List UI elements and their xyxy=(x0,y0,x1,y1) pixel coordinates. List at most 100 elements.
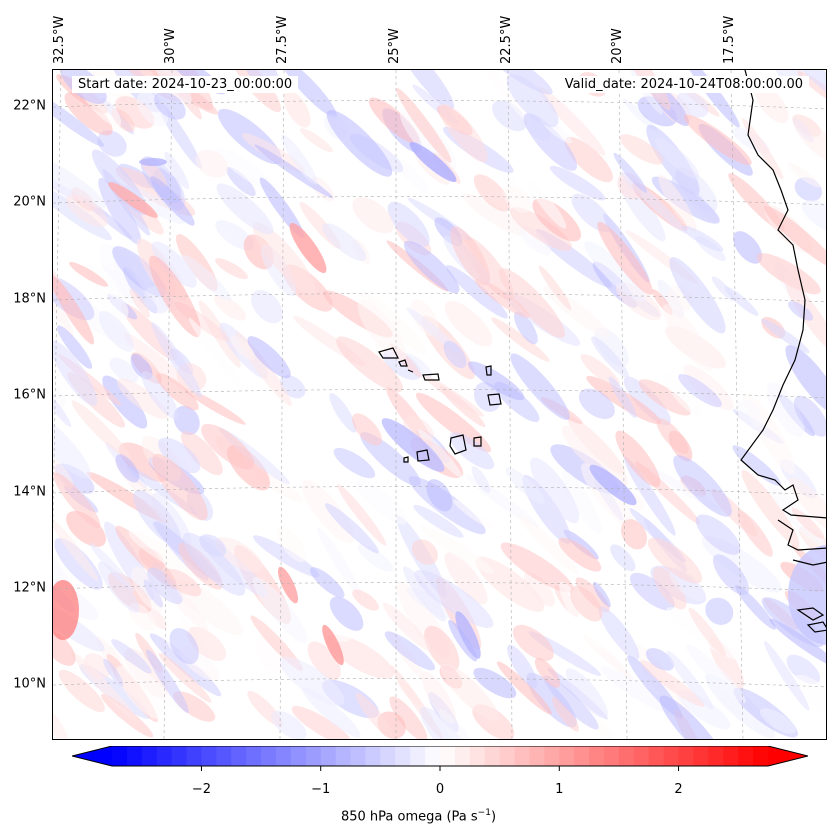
omega-cell xyxy=(736,399,763,428)
omega-cell xyxy=(792,114,826,162)
omega-cell xyxy=(414,569,494,629)
omega-cell xyxy=(53,286,74,337)
omega-cell xyxy=(213,295,247,321)
colorbar-tick-label: 1 xyxy=(555,782,564,797)
omega-cell xyxy=(733,231,763,264)
cape-verde-sao-vicente xyxy=(398,359,408,367)
omega-cell xyxy=(360,432,421,487)
omega-cell xyxy=(666,650,714,710)
omega-cell xyxy=(594,327,629,367)
omega-cell xyxy=(760,318,810,354)
coastline-guinea xyxy=(792,559,826,566)
omega-cell xyxy=(415,392,492,453)
omega-cell xyxy=(561,425,629,487)
omega-cell xyxy=(449,432,495,470)
omega-cell xyxy=(333,447,376,479)
lat-gridline xyxy=(53,100,826,110)
omega-cell xyxy=(409,141,457,183)
lon-gridline xyxy=(279,70,285,739)
omega-cell xyxy=(695,514,741,555)
colorbar-segment xyxy=(395,746,411,766)
omega-cell xyxy=(283,90,311,128)
omega-cell xyxy=(329,596,364,631)
omega-cell xyxy=(158,653,212,703)
omega-cell xyxy=(788,477,826,537)
omega-cell xyxy=(156,373,199,411)
omega-cell xyxy=(252,576,308,643)
omega-cell xyxy=(673,455,732,517)
omega-cell xyxy=(669,256,726,334)
omega-cell xyxy=(357,299,407,362)
colorbar-segment xyxy=(171,746,188,766)
colorbar-segment xyxy=(723,746,739,766)
omega-cell xyxy=(216,183,274,235)
omega-cell xyxy=(65,194,108,227)
omega-cell xyxy=(201,423,255,470)
omega-cell xyxy=(352,589,379,611)
omega-cell xyxy=(741,469,800,548)
omega-cell xyxy=(188,317,246,392)
omega-cell xyxy=(445,264,508,319)
omega-cell xyxy=(411,539,438,565)
omega-cell xyxy=(615,430,661,488)
omega-cell xyxy=(724,286,759,317)
omega-cell xyxy=(629,572,675,611)
omega-cell xyxy=(797,70,826,110)
omega-cell xyxy=(597,221,653,295)
omega-cell xyxy=(444,552,488,605)
omega-cell xyxy=(543,675,599,730)
omega-cell xyxy=(640,660,705,707)
omega-cell xyxy=(230,335,256,361)
omega-cell xyxy=(638,379,691,416)
cape-verde-boa-vista xyxy=(487,393,502,406)
omega-cell xyxy=(215,536,263,573)
colorbar-tick-label: −1 xyxy=(311,782,331,797)
omega-cell xyxy=(620,171,688,234)
lon-label: 22.5°W xyxy=(499,15,514,64)
omega-cell xyxy=(403,240,460,294)
lon-gridline xyxy=(730,70,744,739)
omega-cell xyxy=(102,375,148,429)
omega-cell xyxy=(399,70,455,110)
omega-cell xyxy=(763,640,810,711)
omega-cell xyxy=(301,479,355,544)
omega-cell xyxy=(280,656,345,706)
omega-cell xyxy=(64,92,113,136)
omega-cell xyxy=(421,671,456,724)
omega-cell xyxy=(89,542,135,592)
omega-cell xyxy=(281,70,337,118)
omega-cell xyxy=(382,602,431,651)
lon-label: 20°W xyxy=(610,28,625,64)
omega-cell xyxy=(467,361,525,401)
omega-cell xyxy=(512,624,554,661)
omega-cell xyxy=(569,585,603,622)
omega-cell xyxy=(181,254,232,302)
omega-cell xyxy=(241,133,306,174)
map-panel[interactable] xyxy=(52,69,827,740)
omega-cell xyxy=(785,344,826,415)
colorbar xyxy=(72,746,808,771)
colorbar-segment xyxy=(156,746,173,766)
omega-cell xyxy=(326,110,393,177)
omega-cell xyxy=(559,581,602,650)
omega-cell xyxy=(450,226,490,286)
colorbar-segment xyxy=(425,746,441,766)
omega-cell xyxy=(608,376,637,419)
omega-cell xyxy=(53,518,99,581)
cape-verde-fogo xyxy=(416,449,430,462)
omega-cell xyxy=(759,708,796,734)
omega-cell xyxy=(678,373,722,408)
colorbar-segment xyxy=(305,746,322,766)
colorbar-segment xyxy=(484,746,501,766)
omega-cell xyxy=(509,207,572,251)
omega-cell xyxy=(786,654,821,685)
cape-verde-sao-nicolau xyxy=(422,373,440,381)
omega-cell xyxy=(440,663,500,722)
omega-cell xyxy=(538,265,572,311)
omega-cell xyxy=(705,597,734,625)
omega-cell xyxy=(322,624,344,666)
omega-cell xyxy=(754,83,789,124)
colorbar-segment xyxy=(604,746,620,766)
omega-cell xyxy=(402,566,446,622)
colorbar-tick-label: −2 xyxy=(191,782,212,797)
